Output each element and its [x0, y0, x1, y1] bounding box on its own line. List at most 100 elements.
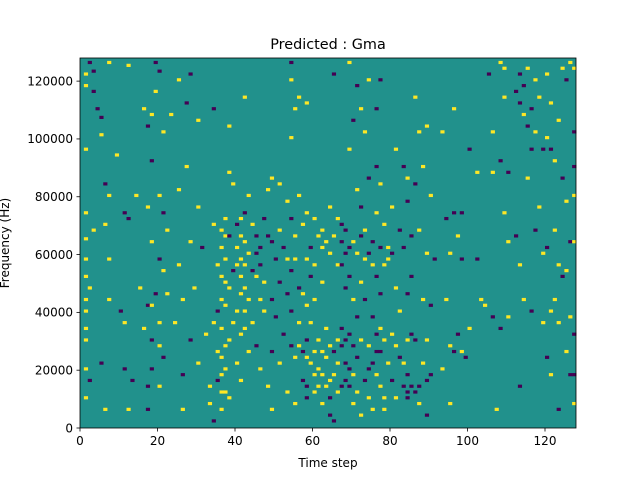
heatmap-cell-low	[180, 373, 185, 377]
heatmap-cell-low	[378, 349, 383, 354]
heatmap-cell-high	[324, 355, 329, 359]
heatmap-cell-high	[238, 274, 244, 278]
heatmap-cell-low	[103, 182, 108, 186]
heatmap-cell-low	[289, 216, 294, 221]
heatmap-cell-low	[328, 413, 333, 417]
heatmap-cell-low	[122, 211, 127, 215]
heatmap-cell-high	[227, 338, 232, 342]
heatmap-cell-low	[273, 257, 278, 261]
heatmap-cell-high	[351, 373, 356, 377]
heatmap-cell-high	[525, 66, 530, 70]
heatmap-cell-low	[366, 367, 371, 371]
heatmap-cell-low	[308, 274, 313, 278]
x-tick-label: 60	[305, 434, 320, 448]
heatmap-cell-low	[250, 269, 255, 273]
heatmap-cell-high	[161, 130, 166, 134]
heatmap-cell-high	[572, 401, 577, 406]
heatmap-cell-high	[564, 199, 569, 203]
heatmap-cell-high	[219, 355, 224, 359]
heatmap-cell-low	[331, 72, 337, 76]
heatmap-cell-high	[351, 297, 356, 302]
heatmap-cell-high	[362, 228, 368, 232]
heatmap-cell-high	[83, 237, 89, 241]
heatmap-cell-low	[541, 147, 546, 151]
heatmap-cell-high	[231, 321, 236, 325]
heatmap-cell-high	[312, 349, 317, 354]
heatmap-cell-high	[525, 176, 530, 180]
heatmap-cell-low	[300, 349, 306, 354]
heatmap-cell-low	[514, 234, 519, 238]
heatmap-cell-high	[417, 401, 422, 406]
heatmap-cell-high	[242, 95, 247, 99]
heatmap-cell-low	[331, 419, 337, 423]
heatmap-cell-high	[196, 205, 201, 209]
heatmap-cell-low	[556, 407, 561, 411]
heatmap-cell-high	[366, 78, 371, 82]
heatmap-cell-high	[455, 234, 461, 238]
heatmap-cell-high	[324, 384, 329, 388]
heatmap-cell-high	[374, 211, 379, 215]
heatmap-cell-high	[83, 257, 89, 261]
heatmap-cell-low	[401, 164, 406, 169]
heatmap-cell-high	[548, 309, 554, 313]
heatmap-cell-high	[223, 216, 228, 221]
heatmap-cell-low	[297, 286, 302, 290]
heatmap-cell-low	[211, 419, 216, 423]
heatmap-cell-high	[285, 257, 290, 261]
heatmap-cell-high	[246, 193, 251, 198]
heatmap-cell-low	[525, 124, 530, 128]
heatmap-cell-low	[211, 107, 216, 111]
heatmap-cell-high	[490, 170, 495, 174]
heatmap-cell-low	[145, 384, 151, 388]
heatmap-cell-low	[153, 292, 158, 296]
heatmap-cell-high	[362, 257, 368, 261]
heatmap-cell-high	[246, 349, 251, 354]
heatmap-cell-high	[568, 315, 573, 319]
heatmap-cell-low	[374, 349, 379, 354]
heatmap-cell-high	[138, 286, 143, 290]
heatmap-cell-low	[506, 170, 511, 174]
x-tick-label: 40	[227, 434, 242, 448]
heatmap-cell-high	[448, 251, 453, 255]
heatmap-cell-high	[297, 321, 302, 325]
heatmap-cell-high	[149, 240, 154, 244]
chart-title: Predicted : Gma	[270, 37, 386, 53]
heatmap-cell-high	[308, 361, 313, 365]
heatmap-cell-low	[378, 292, 383, 296]
heatmap-cell-high	[328, 205, 333, 209]
heatmap-cell-high	[304, 303, 309, 307]
heatmap-cell-high	[316, 338, 321, 342]
y-tick-label: 100000	[27, 132, 73, 146]
heatmap-cell-low	[269, 349, 275, 354]
x-tick-label: 100	[456, 434, 479, 448]
x-axis-label: Time step	[297, 456, 357, 470]
heatmap-cell-high	[351, 401, 356, 406]
heatmap-cell-high	[564, 269, 569, 273]
heatmap-cell-high	[467, 326, 472, 331]
heatmap-cell-high	[324, 240, 329, 244]
heatmap-cell-low	[428, 373, 433, 377]
heatmap-cell-high	[277, 182, 282, 186]
heatmap-cell-high	[312, 390, 317, 394]
heatmap-cell-high	[219, 326, 224, 331]
x-tick-label: 120	[534, 434, 557, 448]
heatmap-cell-high	[149, 303, 154, 307]
heatmap-cell-low	[521, 84, 526, 88]
heatmap-cell-high	[405, 338, 410, 342]
heatmap-cell-high	[304, 257, 309, 261]
heatmap-cell-high	[502, 66, 507, 70]
heatmap-cell-high	[304, 211, 309, 215]
x-tick-label: 20	[150, 434, 165, 448]
heatmap-cell-high	[219, 297, 224, 302]
heatmap-cell-low	[339, 240, 344, 244]
heatmap-cell-low	[517, 384, 523, 388]
heatmap-cell-high	[219, 407, 224, 411]
heatmap-cell-high	[552, 159, 557, 163]
heatmap-cell-low	[424, 378, 430, 383]
heatmap-cell-low	[366, 251, 371, 255]
heatmap-cell-low	[149, 159, 154, 163]
heatmap-cell-high	[475, 170, 480, 174]
heatmap-cell-low	[281, 245, 286, 250]
heatmap-cell-low	[149, 367, 154, 371]
